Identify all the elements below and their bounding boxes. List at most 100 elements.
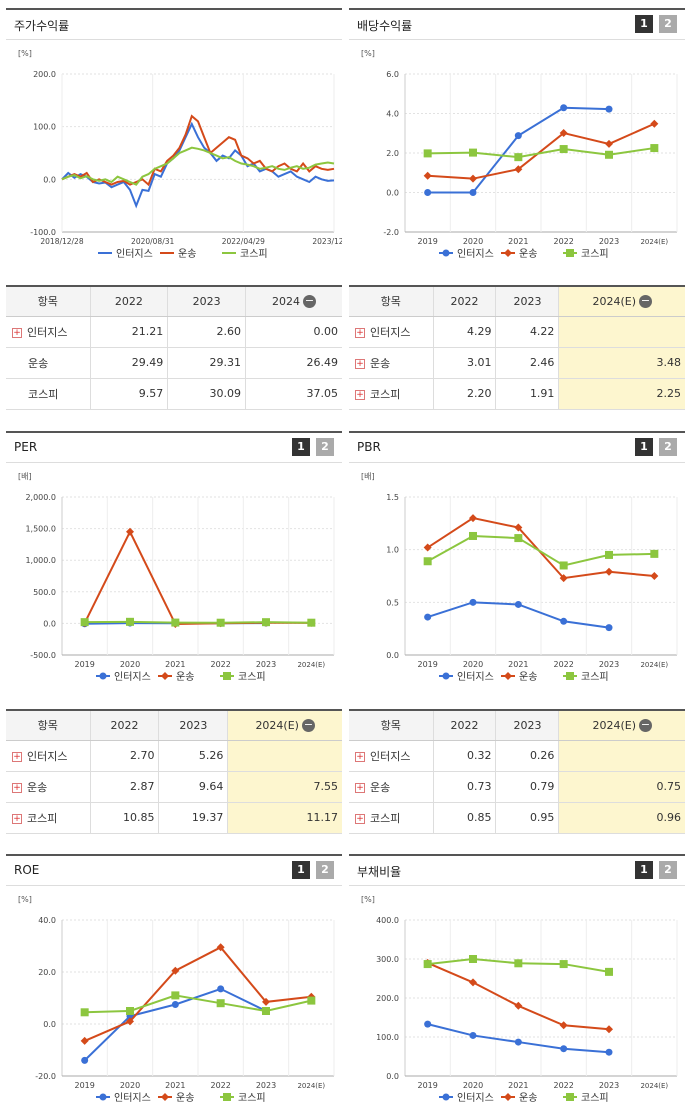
series-3 bbox=[423, 955, 613, 976]
collapse-icon[interactable]: − bbox=[303, 294, 317, 308]
table-row: + 인터지스 21.21 2.60 0.00 bbox=[6, 316, 342, 348]
legend-marker bbox=[442, 672, 450, 680]
legend-marker bbox=[99, 1093, 107, 1101]
panel-roe: ROE 1 2 [%] 40.0 20.0 0.0 -20.0 2019 2020 2021 2… bbox=[6, 854, 342, 1112]
table-cell: 9.57 bbox=[89, 378, 168, 410]
x-tick-label: 2020 bbox=[463, 237, 483, 246]
data-point bbox=[605, 150, 613, 159]
series-line-3 bbox=[61, 146, 335, 186]
table-cell: 2.70 bbox=[89, 740, 159, 772]
table-cell: 3.01 bbox=[432, 347, 496, 379]
legend: 인터지스 운송 코스피 bbox=[96, 1092, 266, 1104]
expand-icon[interactable]: + bbox=[12, 782, 22, 793]
expand-icon[interactable]: + bbox=[355, 782, 365, 793]
row-label: + 인터지스 bbox=[6, 740, 90, 772]
table-cell: 30.09 bbox=[167, 378, 246, 410]
x-tick-label: 2024(E) bbox=[297, 661, 325, 669]
data-point bbox=[423, 171, 432, 180]
legend-label: 인터지스 bbox=[114, 1092, 151, 1104]
data-point bbox=[559, 960, 568, 969]
table-cell: 29.31 bbox=[167, 347, 246, 379]
data-point bbox=[80, 1036, 89, 1045]
data-point bbox=[514, 1038, 522, 1046]
legend-label: 운송 bbox=[176, 1092, 194, 1104]
expand-icon[interactable]: + bbox=[355, 358, 365, 369]
data-point bbox=[81, 1056, 89, 1064]
button-1[interactable]: 1 bbox=[292, 861, 310, 879]
button-2[interactable]: 2 bbox=[659, 861, 677, 879]
x-tick-label: 2019 bbox=[417, 237, 437, 246]
table-cell: 10.85 bbox=[89, 802, 159, 834]
button-2[interactable]: 2 bbox=[316, 438, 334, 456]
series-line bbox=[427, 534, 655, 567]
table-row: + 운송 0.73 0.79 0.75 bbox=[349, 771, 685, 803]
row-label: + 코스피 bbox=[6, 802, 90, 834]
collapse-icon[interactable]: − bbox=[638, 718, 652, 732]
expand-icon[interactable]: + bbox=[355, 389, 365, 400]
data-point bbox=[80, 1008, 89, 1017]
data-point bbox=[605, 105, 613, 113]
y-tick-label: -500.0 bbox=[30, 651, 56, 660]
row-label: + 인터지스 bbox=[349, 740, 433, 772]
expand-icon[interactable]: + bbox=[12, 751, 22, 762]
table-pbr: 항목 2022 2023 2024(E) − + 인터지스 0.32 0.26 + 운송 0.… bbox=[349, 709, 685, 834]
legend-marker bbox=[566, 1093, 574, 1101]
legend-label: 인터지스 bbox=[116, 248, 153, 260]
button-1[interactable]: 1 bbox=[635, 861, 653, 879]
series-3 bbox=[80, 617, 316, 627]
legend-marker bbox=[566, 249, 574, 257]
header-col-3-label: 2024 bbox=[272, 294, 301, 308]
data-point bbox=[514, 132, 522, 140]
table-cell bbox=[558, 740, 685, 772]
table-cell: 0.85 bbox=[432, 802, 496, 834]
y-tick-label: 1.0 bbox=[386, 546, 399, 555]
data-point bbox=[650, 549, 659, 558]
legend: 인터지스 운송 코스피 bbox=[439, 671, 609, 683]
x-tick-label: 2024(E) bbox=[640, 238, 668, 246]
y-tick-label: 100.0 bbox=[33, 123, 56, 132]
button-2[interactable]: 2 bbox=[659, 438, 677, 456]
y-tick-label: 300.0 bbox=[376, 955, 399, 964]
header-col-3: 2024(E) − bbox=[227, 710, 342, 741]
data-point bbox=[216, 999, 225, 1008]
header-col-2: 2023 bbox=[495, 710, 559, 741]
table-cell: 11.17 bbox=[227, 802, 342, 834]
header-col-3: 2024(E) − bbox=[558, 710, 685, 741]
table-cell: 9.64 bbox=[158, 771, 228, 803]
data-point bbox=[605, 550, 613, 559]
button-2[interactable]: 2 bbox=[659, 15, 677, 33]
y-tick-label: -2.0 bbox=[383, 228, 399, 237]
panel-debt-ratio: 부채비율 1 2 [%] 400.0 300.0 200.0 100.0 0.0 2019 2… bbox=[349, 854, 685, 1112]
expand-icon[interactable]: + bbox=[355, 813, 365, 824]
data-point bbox=[514, 600, 522, 608]
button-1[interactable]: 1 bbox=[292, 438, 310, 456]
data-point bbox=[469, 514, 477, 523]
button-1[interactable]: 1 bbox=[635, 15, 653, 33]
table-row: + 운송 3.01 2.46 3.48 bbox=[349, 347, 685, 379]
data-point bbox=[514, 523, 523, 532]
panel-buttons: 1 2 bbox=[635, 861, 677, 879]
expand-icon[interactable]: + bbox=[355, 327, 365, 338]
row-label: + 코스피 bbox=[349, 802, 433, 834]
legend-label: 인터지스 bbox=[457, 671, 494, 683]
row-label: + 운송 bbox=[6, 771, 90, 803]
button-2[interactable]: 2 bbox=[316, 861, 334, 879]
legend-label: 코스피 bbox=[581, 671, 609, 683]
expand-icon[interactable]: + bbox=[12, 327, 22, 338]
button-1[interactable]: 1 bbox=[635, 438, 653, 456]
panel-buttons: 1 2 bbox=[635, 438, 677, 456]
data-point bbox=[605, 139, 613, 148]
collapse-icon[interactable]: − bbox=[301, 718, 315, 732]
collapse-icon[interactable]: − bbox=[638, 294, 652, 308]
data-point bbox=[469, 174, 477, 183]
table-row: + 인터지스 0.32 0.26 bbox=[349, 740, 685, 772]
data-point bbox=[262, 1007, 270, 1015]
expand-icon[interactable]: + bbox=[355, 751, 365, 762]
panel-per: PER 1 2 [배] 2,000.0 1,500.0 1,000.0 500.0 0.0… bbox=[6, 431, 342, 691]
table-cell: 0.00 bbox=[245, 316, 342, 348]
data-point bbox=[216, 618, 225, 627]
row-name: 인터지스 bbox=[27, 749, 68, 763]
data-point bbox=[171, 1001, 179, 1008]
expand-icon[interactable]: + bbox=[12, 813, 22, 824]
